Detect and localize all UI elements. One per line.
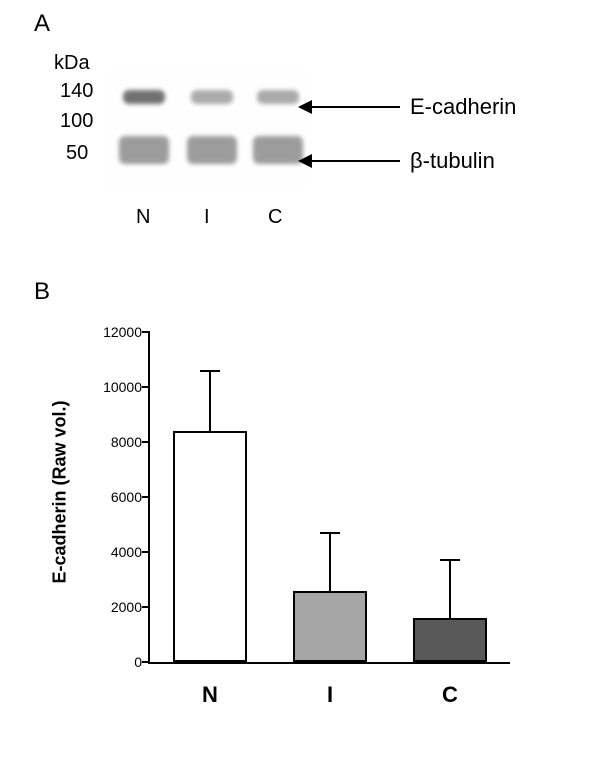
y-tick xyxy=(142,386,150,388)
y-tick xyxy=(142,331,150,333)
panel-a-label: A xyxy=(34,10,50,38)
y-tick-label: 8000 xyxy=(82,434,142,450)
y-tick xyxy=(142,661,150,663)
y-tick-label: 10000 xyxy=(82,379,142,395)
kda-mark-140: 140 xyxy=(60,80,93,103)
label-ecadherin: E-cadherin xyxy=(410,94,516,120)
error-cap xyxy=(320,532,340,534)
panel-b-label: B xyxy=(34,278,50,306)
y-tick xyxy=(142,496,150,498)
error-bar xyxy=(209,371,211,432)
band-ecadherin xyxy=(257,90,299,104)
kda-title: kDa xyxy=(54,52,90,75)
kda-mark-50: 50 xyxy=(66,142,88,165)
y-tick xyxy=(142,551,150,553)
x-label: N xyxy=(202,682,218,708)
band-ecadherin xyxy=(191,90,233,104)
band-btubulin xyxy=(119,136,169,164)
kda-mark-100: 100 xyxy=(60,110,93,133)
band-btubulin xyxy=(187,136,237,164)
plot-area: 020004000600080001000012000NIC xyxy=(148,332,510,664)
bar xyxy=(173,431,247,662)
arrow-ecadherin xyxy=(310,106,400,108)
band-ecadherin xyxy=(123,90,165,104)
error-cap xyxy=(200,370,220,372)
western-blot xyxy=(106,70,306,190)
y-axis-label: E-cadherin (Raw vol.) xyxy=(50,400,71,583)
y-tick xyxy=(142,606,150,608)
lane-label-i: I xyxy=(204,206,210,229)
y-tick-label: 4000 xyxy=(82,544,142,560)
bar-chart: E-cadherin (Raw vol.) 020004000600080001… xyxy=(70,322,530,722)
y-tick xyxy=(142,441,150,443)
error-bar xyxy=(449,560,451,618)
bar xyxy=(413,618,487,662)
y-tick-label: 2000 xyxy=(82,599,142,615)
lane-label-n: N xyxy=(136,206,150,229)
y-tick-label: 0 xyxy=(82,654,142,670)
error-bar xyxy=(329,533,331,591)
band-btubulin xyxy=(253,136,303,164)
lane-label-c: C xyxy=(268,206,282,229)
error-cap xyxy=(440,559,460,561)
y-tick-label: 12000 xyxy=(82,324,142,340)
x-label: C xyxy=(442,682,458,708)
arrow-btubulin xyxy=(310,160,400,162)
label-btubulin: β-tubulin xyxy=(410,148,495,174)
bar xyxy=(293,591,367,663)
y-tick-label: 6000 xyxy=(82,489,142,505)
x-label: I xyxy=(327,682,333,708)
